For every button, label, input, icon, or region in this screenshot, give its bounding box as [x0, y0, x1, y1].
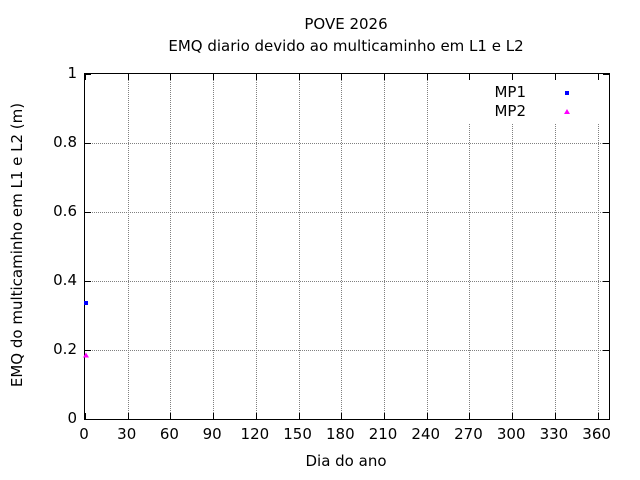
legend-row-mp2: MP2 [468, 102, 608, 121]
x-gridline [554, 74, 556, 419]
x-tick-top [597, 74, 599, 80]
y-tick-right [603, 74, 609, 75]
x-tick-bottom [554, 413, 556, 419]
x-tick-label: 60 [159, 425, 179, 443]
x-gridline [255, 74, 257, 419]
triangle-marker-icon [83, 352, 90, 358]
x-gridline [170, 74, 172, 419]
x-tick-top [85, 74, 86, 80]
y-tick-right [603, 419, 609, 420]
plot-area: MP1 MP2 [83, 73, 610, 420]
y-gridline [85, 350, 609, 351]
x-tick-label: 330 [539, 425, 569, 443]
x-tick-top [127, 74, 129, 80]
x-tick-bottom [127, 413, 129, 419]
x-tick-label: 0 [79, 425, 89, 443]
x-tick-bottom [298, 413, 300, 419]
y-tick-label: 0.4 [53, 271, 77, 289]
x-tick-bottom [469, 413, 471, 419]
x-tick-bottom [597, 413, 599, 419]
x-tick-label: 240 [411, 425, 441, 443]
y-gridline [85, 143, 609, 144]
y-tick-left [85, 212, 91, 213]
chart-title-block: POVE 2026 EMQ diario devido ao multicami… [84, 13, 608, 57]
x-tick-label: 360 [582, 425, 611, 443]
x-gridline [597, 74, 599, 419]
x-gridline [384, 74, 386, 419]
y-tick-left [85, 74, 91, 75]
x-tick-top [554, 74, 556, 80]
legend-triangle-icon [564, 109, 570, 114]
y-tick-label: 1 [67, 64, 77, 82]
y-tick-label: 0.6 [53, 202, 77, 220]
legend-marker-cell [526, 109, 608, 114]
x-gridline [341, 74, 343, 419]
legend-label-mp2: MP2 [494, 102, 526, 120]
legend-marker-cell [526, 90, 608, 95]
x-tick-label: 270 [454, 425, 483, 443]
x-tick-top [426, 74, 428, 80]
y-tick-right [603, 143, 609, 144]
x-gridline [298, 74, 300, 419]
x-gridline [469, 74, 471, 419]
x-tick-bottom [426, 413, 428, 419]
y-tick-label: 0 [67, 409, 77, 427]
x-tick-bottom [512, 413, 514, 419]
data-point-mp2 [83, 352, 90, 358]
x-tick-top [512, 74, 514, 80]
x-gridline [512, 74, 514, 419]
x-tick-top [384, 74, 386, 80]
x-gridline [426, 74, 428, 419]
x-tick-top [170, 74, 172, 80]
x-tick-bottom [85, 413, 86, 419]
y-tick-label: 0.2 [53, 340, 77, 358]
chart-title: POVE 2026 [304, 15, 388, 33]
x-tick-bottom [255, 413, 257, 419]
y-tick-right [603, 350, 609, 351]
x-tick-top [469, 74, 471, 80]
y-tick-label: 0.8 [53, 133, 77, 151]
y-tick-left [85, 143, 91, 144]
x-gridline [127, 74, 129, 419]
y-axis-label: EMQ do multicaminho em L1 e L2 (m) [8, 102, 26, 388]
x-tick-label: 90 [202, 425, 222, 443]
x-tick-label: 180 [325, 425, 355, 443]
x-tick-bottom [341, 413, 343, 419]
legend: MP1 MP2 [468, 75, 608, 123]
x-tick-top [255, 74, 257, 80]
x-tick-label: 30 [117, 425, 137, 443]
x-tick-top [341, 74, 343, 80]
x-tick-label: 300 [496, 425, 526, 443]
legend-label-mp1: MP1 [494, 83, 526, 101]
legend-row-mp1: MP1 [468, 83, 608, 102]
data-point-mp1 [84, 301, 89, 306]
chart-subtitle: EMQ diario devido ao multicaminho em L1 … [168, 37, 524, 55]
y-tick-right [603, 281, 609, 282]
y-gridline [85, 212, 609, 213]
x-tick-top [213, 74, 215, 80]
y-tick-left [85, 350, 91, 351]
x-axis-label: Dia do ano [305, 452, 387, 470]
x-gridline [213, 74, 215, 419]
y-tick-right [603, 212, 609, 213]
legend-square-icon [565, 90, 569, 95]
y-gridline [85, 281, 609, 282]
x-tick-label: 210 [368, 425, 398, 443]
y-tick-left [85, 419, 91, 420]
x-tick-top [298, 74, 300, 80]
y-tick-left [85, 281, 91, 282]
square-marker-icon [84, 301, 89, 306]
x-tick-bottom [213, 413, 215, 419]
x-tick-label: 150 [283, 425, 312, 443]
x-tick-bottom [170, 413, 172, 419]
x-tick-bottom [384, 413, 386, 419]
x-tick-label: 120 [240, 425, 270, 443]
